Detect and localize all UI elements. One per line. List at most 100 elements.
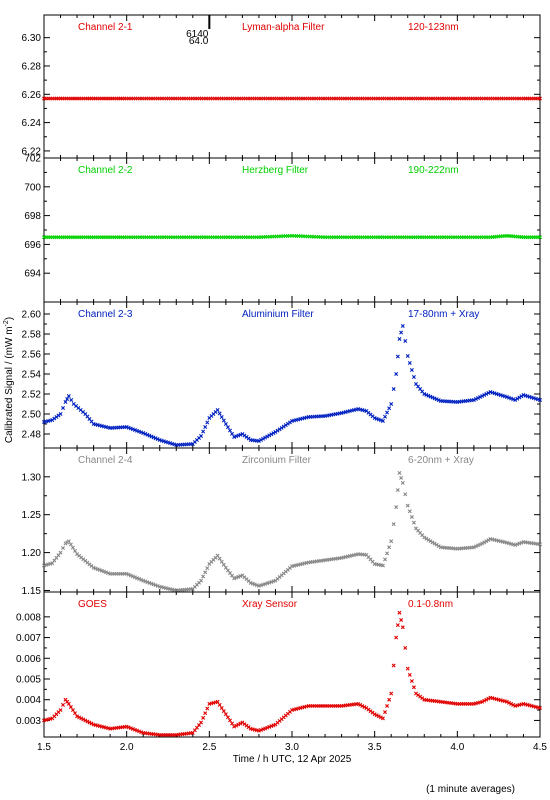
data-point-stroke	[217, 411, 222, 416]
data-point	[430, 540, 435, 545]
data-point	[389, 539, 394, 544]
panel-band-label: 190-222nm	[408, 165, 459, 176]
data-point	[201, 574, 206, 579]
data-point	[221, 418, 226, 423]
data-point-stroke	[387, 545, 392, 550]
data-point	[387, 545, 392, 550]
data-point-stroke	[81, 410, 86, 414]
data-point-stroke	[132, 428, 137, 432]
data-point	[205, 420, 210, 425]
data-point-stroke	[246, 579, 251, 583]
data-point	[217, 411, 222, 416]
data-point-stroke	[515, 396, 520, 401]
data-point	[376, 714, 381, 719]
data-point-stroke	[85, 414, 90, 419]
data-point-stroke	[63, 400, 68, 404]
data-point-stroke	[430, 540, 435, 545]
data-point	[203, 425, 208, 429]
data-point-stroke	[394, 505, 399, 510]
data-point	[480, 394, 485, 398]
data-point-stroke	[87, 417, 92, 421]
data-point-stroke	[75, 714, 80, 719]
data-point	[434, 397, 439, 402]
data-point-stroke	[230, 573, 235, 578]
y-tick-label: 0.006	[16, 654, 41, 665]
data-point-stroke	[434, 542, 439, 547]
data-point-stroke	[391, 387, 396, 391]
data-point-stroke	[400, 480, 405, 485]
data-point-stroke	[141, 578, 146, 583]
data-point-stroke	[486, 391, 491, 395]
data-point-stroke	[74, 404, 79, 408]
data-point	[405, 354, 410, 358]
panel-band-label: 6-20nm + Xray	[408, 455, 474, 466]
data-point	[389, 402, 394, 406]
data-point-stroke	[420, 533, 425, 538]
data-point-stroke	[418, 530, 423, 535]
data-point	[203, 570, 208, 575]
data-point-stroke	[428, 394, 433, 399]
averaging-note: (1 minute averages)	[426, 784, 515, 795]
y-tick-label: 2.54	[22, 370, 42, 381]
data-point-stroke	[242, 575, 247, 580]
data-point-stroke	[240, 432, 245, 436]
y-tick-label: 2.48	[22, 430, 42, 441]
data-point-stroke	[230, 431, 235, 436]
y-tick-label: 0.005	[16, 675, 41, 686]
data-point	[486, 391, 491, 395]
panel-band-label: 17-80nm + Xray	[408, 309, 479, 320]
data-point-stroke	[399, 475, 404, 480]
y-tick-label: 696	[24, 240, 41, 251]
data-point-stroke	[484, 539, 489, 544]
data-point-stroke	[422, 392, 427, 396]
data-point-stroke	[137, 429, 142, 434]
data-point	[403, 645, 408, 650]
y-tick-label: 2.60	[22, 310, 42, 321]
data-point-stroke	[126, 572, 131, 577]
data-point-stroke	[128, 573, 133, 578]
y-tick-label: 6.24	[22, 118, 42, 129]
annotation-label: 6140	[186, 29, 209, 40]
data-point	[126, 572, 131, 577]
data-point-stroke	[416, 528, 421, 533]
y-tick-label: 2.50	[22, 410, 42, 421]
data-point	[395, 488, 400, 493]
data-point-stroke	[63, 697, 68, 702]
data-point	[400, 324, 405, 328]
panels-layer: 6.22 6.24 6.26 6.28 6.30 Channel 2-1 Lyman-alp…	[16, 14, 547, 753]
data-point-stroke	[414, 526, 418, 531]
data-point	[482, 540, 487, 545]
data-point-stroke	[75, 552, 80, 557]
data-point-stroke	[473, 544, 478, 549]
data-point-stroke	[83, 558, 88, 563]
data-point-stroke	[434, 397, 439, 402]
data-point	[486, 538, 491, 543]
data-point-stroke	[397, 471, 402, 475]
data-point-stroke	[215, 408, 220, 412]
y-tick-label: 1.30	[22, 472, 42, 483]
data-point	[217, 556, 222, 561]
data-point-stroke	[66, 394, 71, 398]
data-point-stroke	[81, 557, 86, 562]
data-point-stroke	[482, 698, 487, 703]
y-tick-label: 702	[24, 154, 41, 165]
data-point-stroke	[416, 693, 421, 698]
panel-1: 6.22 6.24 6.26 6.28 6.30 Channel 2-1 Lyman-alp…	[22, 14, 542, 159]
panel-filter-label: Herzberg Filter	[242, 165, 309, 176]
data-point-stroke	[395, 623, 400, 628]
y-tick-label: 698	[24, 211, 41, 222]
y-axis-title-close: )	[4, 317, 15, 320]
x-tick-label: 3.5	[368, 742, 382, 753]
data-point-stroke	[422, 535, 427, 540]
data-point	[391, 663, 396, 668]
data-point-stroke	[130, 574, 135, 579]
data-point	[69, 398, 74, 402]
data-point-stroke	[81, 717, 86, 722]
data-point	[484, 539, 489, 544]
data-point	[219, 706, 224, 710]
data-point-stroke	[409, 514, 414, 519]
data-point-stroke	[71, 402, 76, 406]
data-point	[265, 434, 270, 439]
data-point	[66, 539, 71, 544]
